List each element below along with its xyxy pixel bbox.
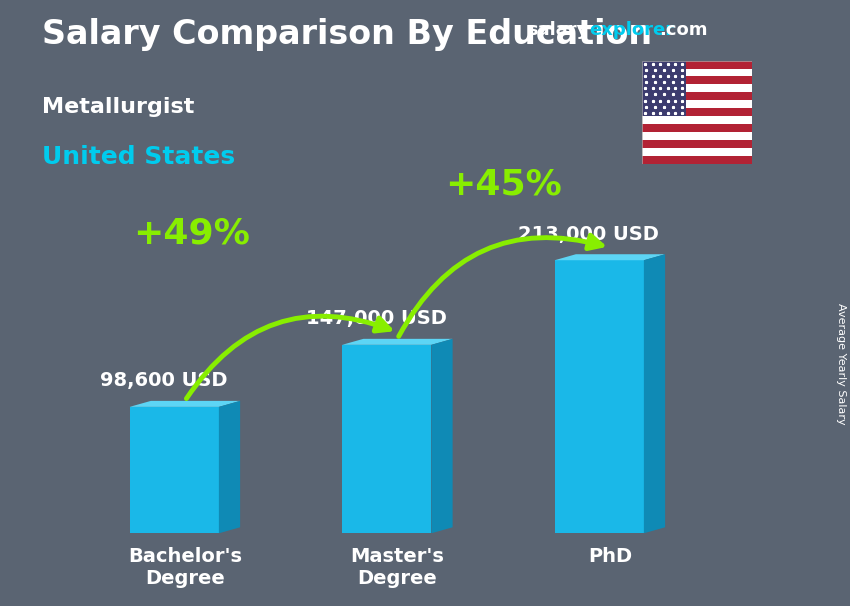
Bar bbox=[642, 116, 752, 124]
Polygon shape bbox=[342, 345, 431, 533]
Text: Master's
Degree: Master's Degree bbox=[350, 547, 445, 588]
Polygon shape bbox=[554, 260, 644, 533]
Bar bbox=[642, 108, 752, 116]
Bar bbox=[642, 148, 752, 156]
Polygon shape bbox=[554, 255, 665, 260]
Text: explorer: explorer bbox=[589, 21, 674, 39]
Polygon shape bbox=[342, 339, 452, 345]
Text: PhD: PhD bbox=[588, 547, 632, 565]
Text: Salary Comparison By Education: Salary Comparison By Education bbox=[42, 18, 653, 51]
Text: 98,600 USD: 98,600 USD bbox=[100, 371, 227, 390]
Text: Average Yearly Salary: Average Yearly Salary bbox=[836, 303, 846, 424]
Bar bbox=[642, 92, 752, 100]
Text: Bachelor's
Degree: Bachelor's Degree bbox=[128, 547, 242, 588]
Bar bbox=[642, 84, 752, 92]
Polygon shape bbox=[218, 401, 240, 533]
Bar bbox=[642, 140, 752, 148]
Polygon shape bbox=[129, 407, 218, 533]
Polygon shape bbox=[644, 255, 665, 533]
Text: .com: .com bbox=[659, 21, 707, 39]
Text: salary: salary bbox=[527, 21, 588, 39]
Bar bbox=[642, 100, 752, 108]
Bar bbox=[642, 61, 686, 116]
Text: 147,000 USD: 147,000 USD bbox=[306, 309, 446, 328]
Bar bbox=[642, 76, 752, 84]
Bar bbox=[642, 68, 752, 76]
Text: United States: United States bbox=[42, 145, 235, 170]
Bar bbox=[642, 132, 752, 140]
Bar bbox=[642, 61, 752, 68]
Text: 213,000 USD: 213,000 USD bbox=[518, 225, 659, 244]
Polygon shape bbox=[431, 339, 452, 533]
Text: +45%: +45% bbox=[445, 168, 562, 202]
Bar bbox=[642, 124, 752, 132]
Polygon shape bbox=[129, 401, 240, 407]
Text: Metallurgist: Metallurgist bbox=[42, 97, 195, 117]
Text: +49%: +49% bbox=[133, 216, 250, 250]
Bar bbox=[642, 156, 752, 164]
